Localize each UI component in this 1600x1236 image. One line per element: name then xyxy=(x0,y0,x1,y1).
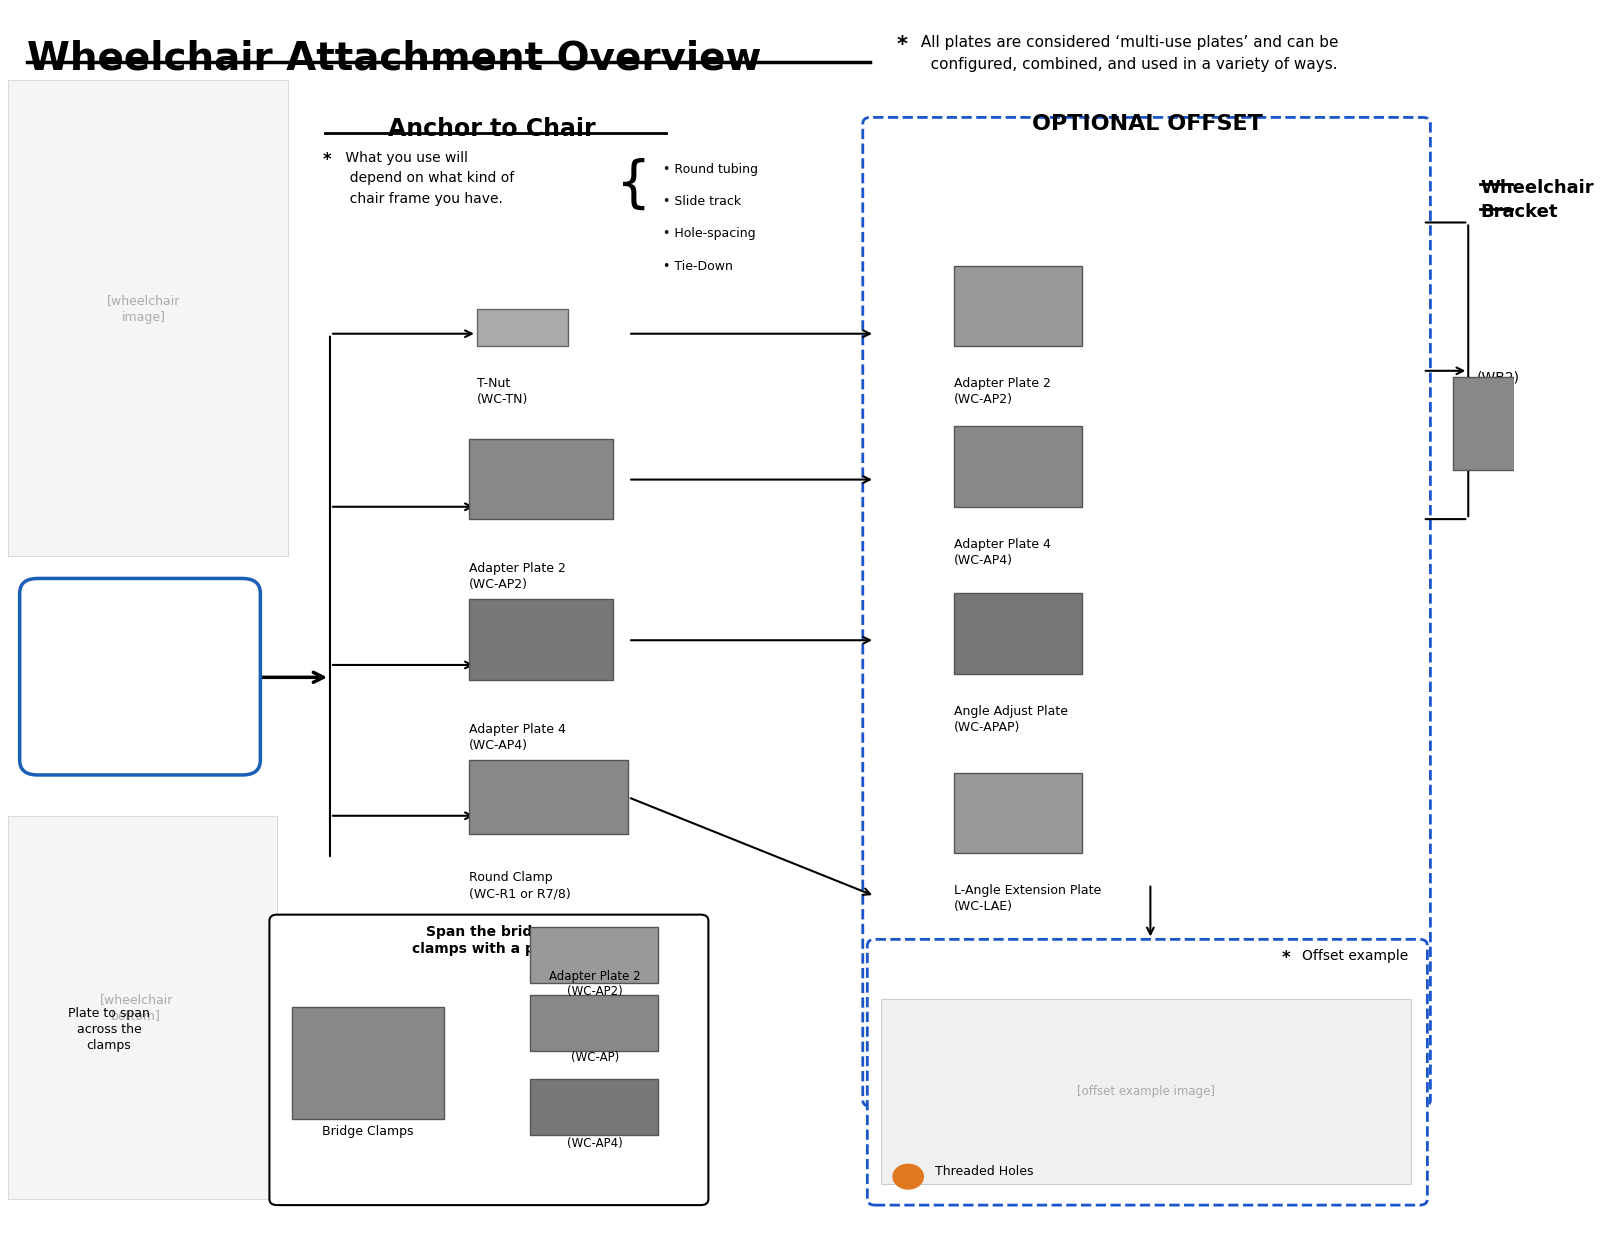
Text: Threaded Holes: Threaded Holes xyxy=(936,1166,1034,1178)
Bar xyxy=(530,1079,659,1135)
Text: Offset example: Offset example xyxy=(1302,949,1408,963)
Text: Span the bridge
clamps with a plate: Span the bridge clamps with a plate xyxy=(413,925,565,955)
Text: Adapter Plate 2
(WC-AP2): Adapter Plate 2 (WC-AP2) xyxy=(954,377,1051,405)
FancyBboxPatch shape xyxy=(19,578,261,775)
Text: (WC-AP4): (WC-AP4) xyxy=(566,1137,622,1151)
Text: Round Clamp
(WC-R1 or R7/8): Round Clamp (WC-R1 or R7/8) xyxy=(469,871,571,900)
Text: What you use will
  depend on what kind of
  chair frame you have.: What you use will depend on what kind of… xyxy=(341,151,514,206)
Text: • Round tubing: • Round tubing xyxy=(662,163,758,177)
Bar xyxy=(1453,377,1536,470)
Bar xyxy=(8,816,277,1199)
Bar xyxy=(293,1007,443,1119)
Bar xyxy=(530,927,659,983)
Text: • Tie-Down: • Tie-Down xyxy=(662,260,733,273)
Bar xyxy=(954,593,1082,674)
Text: Anchor to Chair: Anchor to Chair xyxy=(389,117,595,141)
Bar xyxy=(8,80,288,556)
Text: All plates are considered ‘multi-use plates’ and can be
   configured, combined,: All plates are considered ‘multi-use pla… xyxy=(915,35,1338,72)
Text: Angle Adjust Plate
(WC-APAP): Angle Adjust Plate (WC-APAP) xyxy=(954,705,1067,733)
Text: (WB2): (WB2) xyxy=(1477,371,1520,384)
Text: Start with a
power or
manual
wheelchair: Start with a power or manual wheelchair xyxy=(90,639,192,713)
FancyBboxPatch shape xyxy=(867,939,1427,1205)
Text: {: { xyxy=(614,158,650,213)
Text: *: * xyxy=(896,35,907,54)
Bar xyxy=(469,439,613,519)
Text: L-Angle Extension Plate
(WC-LAE): L-Angle Extension Plate (WC-LAE) xyxy=(954,884,1101,912)
Bar xyxy=(954,266,1082,346)
Text: • Slide track: • Slide track xyxy=(662,195,741,209)
Text: Adapter Plate 4
(WC-AP4): Adapter Plate 4 (WC-AP4) xyxy=(954,538,1051,566)
Text: Plate to span
across the
clamps: Plate to span across the clamps xyxy=(69,1007,150,1052)
Bar xyxy=(530,995,659,1051)
Text: Adapter Plate 2
(WC-AP2): Adapter Plate 2 (WC-AP2) xyxy=(549,970,640,999)
Circle shape xyxy=(893,1164,923,1189)
Text: T-Nut
(WC-TN): T-Nut (WC-TN) xyxy=(477,377,528,405)
FancyBboxPatch shape xyxy=(269,915,709,1205)
Bar xyxy=(469,599,613,680)
Text: Wheelchair
Bracket: Wheelchair Bracket xyxy=(1480,179,1594,221)
Text: • Hole-spacing: • Hole-spacing xyxy=(662,227,755,241)
Text: Bridge Clamps: Bridge Clamps xyxy=(322,1125,413,1138)
Bar xyxy=(477,309,568,346)
Text: Adapter Plate 2
(WC-AP2): Adapter Plate 2 (WC-AP2) xyxy=(469,562,566,591)
Text: *: * xyxy=(1282,949,1291,968)
Bar xyxy=(954,772,1082,853)
Text: [wheelchair
bottom]: [wheelchair bottom] xyxy=(99,993,173,1022)
Text: (WC-AP): (WC-AP) xyxy=(571,1051,619,1064)
Text: OPTIONAL OFFSET: OPTIONAL OFFSET xyxy=(1032,114,1262,133)
Text: *: * xyxy=(323,151,331,169)
Bar xyxy=(954,426,1082,507)
Text: Adapter Plate 4
(WC-AP4): Adapter Plate 4 (WC-AP4) xyxy=(469,723,566,751)
Bar xyxy=(882,999,1411,1184)
Bar xyxy=(469,760,629,834)
Text: Wheelchair Attachment Overview: Wheelchair Attachment Overview xyxy=(27,40,762,78)
Text: [offset example image]: [offset example image] xyxy=(1077,1085,1214,1098)
Text: [wheelchair
image]: [wheelchair image] xyxy=(107,294,181,324)
